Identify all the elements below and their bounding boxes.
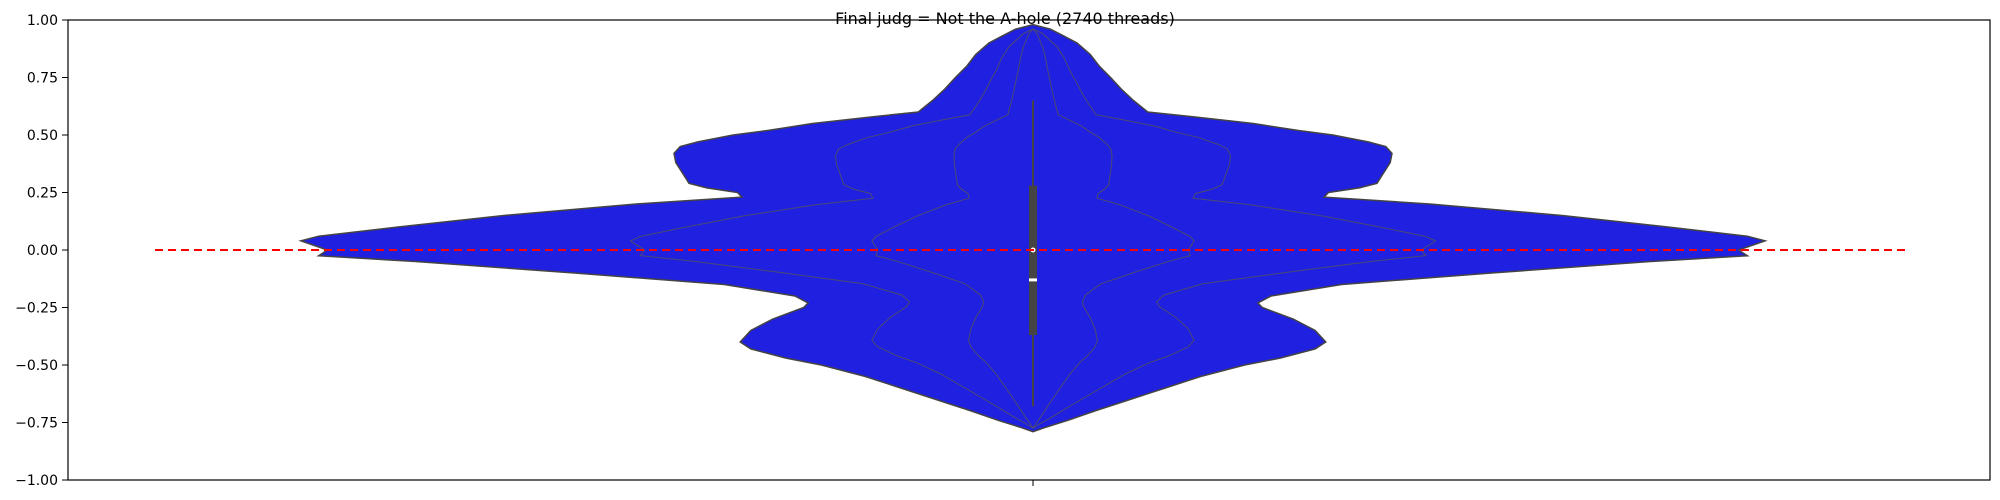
plot-area (67, 19, 1991, 481)
y-tick-label: 0.75 (27, 71, 58, 87)
chart-title: Final judg = Not the A-hole (2740 thread… (835, 9, 1175, 28)
y-tick-label: −1.00 (15, 473, 58, 489)
y-tick-label: −0.50 (15, 358, 58, 374)
y-axis: −1.00 −0.75 −0.50 −0.25 0.00 0.25 0.50 0.75 1.00 (15, 13, 68, 489)
violin-inner-contour-1 (871, 28, 1195, 430)
y-tick-label: −0.75 (15, 416, 58, 432)
y-tick-label: 0.25 (27, 186, 58, 202)
y-tick-label: 1.00 (27, 13, 58, 29)
box-iqr (1029, 185, 1037, 336)
y-tick-label: 0.50 (27, 128, 58, 144)
y-tick-label: 0.00 (27, 243, 58, 259)
y-tick-label: −0.25 (15, 301, 58, 317)
